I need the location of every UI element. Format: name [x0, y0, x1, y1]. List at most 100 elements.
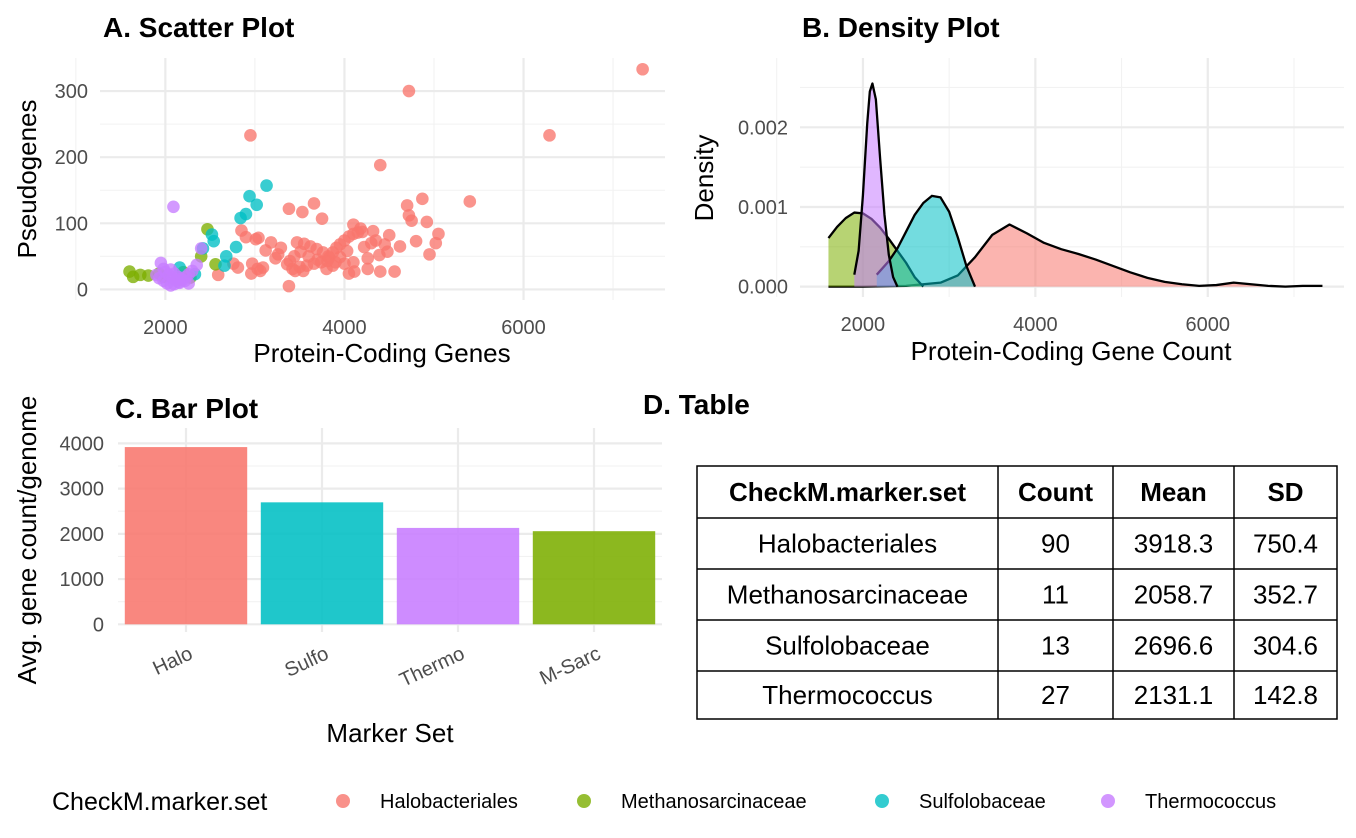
scatter-points	[123, 62, 649, 293]
scatter-point	[361, 252, 375, 265]
scatter-xlabel: Protein-Coding Genes	[253, 338, 510, 368]
table-cell: Halobacteriales	[758, 529, 937, 559]
scatter-point	[400, 199, 414, 212]
table-cell: 352.7	[1253, 580, 1318, 610]
legend-label: Halobacteriales	[380, 791, 518, 813]
scatter-ytick-label: 100	[55, 213, 88, 235]
scatter-point	[307, 197, 321, 210]
scatter-point	[347, 265, 361, 278]
table-header-cell: Count	[1018, 477, 1093, 507]
bar-title: C. Bar Plot	[115, 393, 258, 424]
scatter-xtick-label: 4000	[322, 317, 367, 339]
bar	[124, 447, 248, 625]
scatter-point	[218, 259, 231, 272]
legend-key	[1101, 794, 1115, 808]
scatter-xtick-label: 6000	[501, 317, 546, 339]
scatter-point	[416, 192, 429, 206]
scatter-point	[315, 212, 329, 225]
table-cell: 142.8	[1253, 680, 1318, 710]
scatter-ytick-label: 200	[55, 147, 88, 169]
scatter-point	[182, 277, 195, 290]
bar-ytick-label: 2000	[60, 524, 105, 546]
table-header-cell: CheckM.marker.set	[729, 477, 966, 507]
scatter-point	[429, 236, 443, 250]
scatter-point	[409, 234, 423, 248]
scatter-xtick-label: 2000	[143, 317, 188, 339]
scatter-grid	[75, 58, 665, 300]
scatter-point	[244, 129, 257, 142]
density-outline	[853, 82, 899, 288]
bar-xtick-label: M-Sarc	[536, 643, 604, 690]
bar-xtick-label: Sulfo	[281, 643, 332, 682]
table-cell: 27	[1041, 680, 1070, 710]
table-border	[696, 465, 1338, 720]
scatter-point	[282, 202, 296, 216]
table-cell: 11	[1042, 580, 1069, 610]
legend: CheckM.marker.set Halobacteriales Methano…	[52, 788, 1276, 816]
scatter-title: A. Scatter Plot	[103, 12, 294, 43]
scatter-point	[211, 268, 225, 282]
scatter-point	[356, 225, 369, 239]
table-cell: 2696.6	[1134, 631, 1214, 661]
table-header-cell: SD	[1267, 477, 1303, 507]
scatter-point	[543, 129, 556, 142]
table-cell: 90	[1041, 529, 1070, 559]
scatter-point	[173, 276, 186, 290]
bar	[396, 527, 520, 625]
summary-table: CheckM.marker.set Count Mean SD Halobacteria…	[696, 465, 1338, 720]
bar	[532, 531, 656, 625]
density-xtick-label: 2000	[841, 314, 886, 336]
scatter-point	[463, 195, 477, 208]
bar-xtick-label: Halo	[150, 643, 197, 680]
density-ytick-label: 0.001	[738, 197, 788, 219]
scatter-point	[361, 262, 375, 276]
density-xlabel: Protein-Coding Gene Count	[911, 336, 1233, 366]
scatter-ytick-label: 300	[55, 81, 88, 103]
legend-label: Methanosarcinaceae	[621, 791, 807, 813]
table-cell: 2131.1	[1134, 680, 1214, 710]
panel-density: B. Density Plot 2000 4000 6000 0.000 0.001 0.…	[689, 12, 1344, 366]
density-xtick-label: 4000	[1013, 314, 1058, 336]
scatter-point	[260, 179, 273, 192]
legend-items: Halobacteriales Methanosarcinaceae Sulfolo…	[336, 791, 1276, 813]
density-ytick-label: 0.002	[738, 117, 788, 139]
legend-label: Sulfolobaceae	[919, 791, 1046, 813]
legend-key	[336, 794, 350, 808]
scatter-point	[253, 264, 267, 278]
scatter-point	[373, 248, 386, 262]
bar-ytick-label: 0	[93, 614, 104, 636]
scatter-point	[402, 209, 416, 222]
scatter-point	[373, 265, 387, 278]
bar-bars	[124, 447, 656, 625]
legend-label: Thermococcus	[1145, 791, 1276, 813]
table-header-cell: Mean	[1140, 477, 1206, 507]
density-ticks: 2000 4000 6000 0.000 0.001 0.002	[738, 117, 1230, 336]
density-areas	[827, 82, 1323, 288]
table-cell: Sulfolobaceae	[765, 631, 930, 661]
scatter-point	[259, 244, 272, 257]
bar-ytick-label: 1000	[60, 569, 105, 591]
scatter-point	[194, 242, 208, 255]
density-area	[828, 224, 1323, 287]
bar-ytick-label: 4000	[60, 433, 105, 455]
table-cell: Methanosarcinaceae	[727, 580, 968, 610]
scatter-point	[234, 211, 247, 225]
scatter-point	[290, 236, 304, 249]
table-cell: 2058.7	[1134, 580, 1214, 610]
scatter-point	[423, 248, 436, 261]
legend-key	[875, 794, 889, 808]
density-ylabel: Density	[689, 135, 719, 222]
scatter-point	[190, 258, 204, 272]
scatter-point	[229, 240, 243, 254]
table-title: D. Table	[643, 389, 750, 420]
scatter-point	[252, 231, 265, 245]
legend-key	[577, 794, 591, 808]
table-cell: 304.6	[1253, 631, 1318, 661]
scatter-point	[296, 264, 310, 278]
panel-scatter: A. Scatter Plot 2000 4000 6000 0 100 200 300 P…	[12, 12, 665, 368]
scatter-point	[243, 189, 256, 203]
table-cell: 13	[1041, 631, 1070, 661]
density-outline	[875, 194, 977, 288]
bar-ytick-label: 3000	[60, 479, 105, 501]
scatter-point	[167, 200, 180, 214]
